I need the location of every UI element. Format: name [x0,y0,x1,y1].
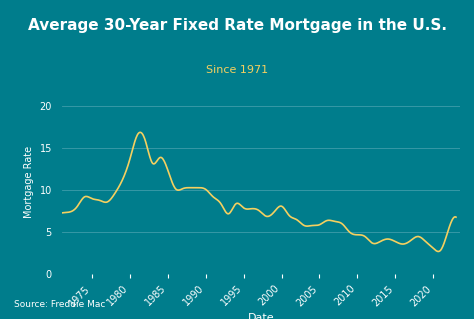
Text: Average 30-Year Fixed Rate Mortgage in the U.S.: Average 30-Year Fixed Rate Mortgage in t… [27,18,447,33]
Text: Since 1971: Since 1971 [206,65,268,75]
Text: Source: Freddie Mac: Source: Freddie Mac [14,300,106,309]
X-axis label: Date: Date [247,314,274,319]
Y-axis label: Mortgage Rate: Mortgage Rate [24,146,34,218]
